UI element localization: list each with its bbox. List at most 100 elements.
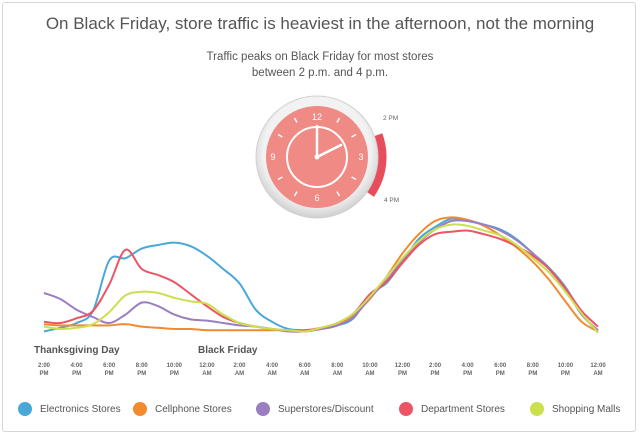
x-tick-label: 12:00 PM	[385, 362, 419, 378]
x-tick-meridiem: AM	[332, 371, 342, 377]
chart-subtitle: Traffic peaks on Black Friday for most s…	[170, 49, 470, 81]
legend-dot-cellphone	[133, 402, 147, 416]
x-tick-time: 10:00	[362, 363, 378, 369]
x-tick-time: 12:00	[394, 363, 411, 369]
legend-item-superstores: Superstores/Discount	[256, 402, 374, 416]
x-tick-meridiem: PM	[430, 371, 440, 377]
x-tick-label: 6:00 PM	[92, 362, 126, 378]
clock-tick	[293, 117, 298, 123]
x-tick-time: 2:00	[37, 363, 50, 369]
x-tick-time: 6:00	[103, 363, 116, 369]
clock-highlight-arc	[366, 133, 387, 197]
x-tick-label: 10:00 PM	[157, 362, 191, 378]
legend-item-cellphone: Cellphone Stores	[133, 402, 232, 416]
x-tick-time: 4:00	[461, 363, 474, 369]
x-tick-meridiem: PM	[104, 371, 114, 377]
clock-number-3: 3	[358, 152, 363, 162]
legend: Electronics Stores Cellphone Stores Supe…	[0, 402, 640, 422]
clock-label-end: 4 PM	[384, 197, 400, 204]
card-frame	[2, 2, 636, 432]
series-line-malls	[43, 223, 599, 334]
x-tick-time: 10:00	[557, 363, 574, 369]
x-tick-time: 6:00	[494, 363, 507, 369]
chart-title: On Black Friday, store traffic is heavie…	[45, 14, 595, 33]
legend-item-department: Department Stores	[399, 402, 505, 416]
x-tick-label: 4:00 AM	[255, 362, 289, 378]
clock-tick	[351, 133, 357, 138]
x-tick-time: 2:00	[429, 363, 442, 369]
clock-tick	[277, 176, 283, 181]
series-line-department	[43, 229, 599, 332]
x-tick-time: 8:00	[135, 363, 148, 369]
subtitle-line-1: Traffic peaks on Black Friday for most s…	[206, 51, 434, 63]
x-tick-time: 12:00	[590, 363, 606, 369]
x-tick-label: 4:00 PM	[451, 362, 485, 378]
x-tick-label: 10:00 AM	[353, 362, 387, 378]
legend-item-malls: Shopping Malls	[530, 402, 620, 416]
x-tick-label: 8:00 PM	[125, 362, 159, 378]
x-tick-label: 8:00 PM	[516, 362, 550, 378]
x-tick-time: 4:00	[266, 363, 279, 369]
x-tick-meridiem: PM	[528, 371, 538, 377]
legend-dot-superstores	[256, 402, 270, 416]
legend-dot-department	[399, 402, 413, 416]
clock-number-9: 9	[270, 152, 275, 162]
clock-number-12: 12	[312, 112, 322, 122]
x-tick-meridiem: AM	[300, 371, 310, 377]
x-tick-meridiem: AM	[234, 371, 245, 377]
legend-dot-malls	[530, 402, 544, 416]
x-tick-time: 8:00	[331, 363, 344, 369]
legend-label-department: Department Stores	[421, 403, 505, 415]
legend-item-electronics: Electronics Stores	[18, 402, 121, 416]
legend-label-malls: Shopping Malls	[552, 403, 621, 415]
x-tick-label: 4:00 PM	[60, 362, 94, 378]
x-tick-label: 2:00 PM	[418, 362, 452, 378]
x-tick-label: 8:00 AM	[320, 362, 354, 378]
x-tick-meridiem: PM	[397, 371, 407, 377]
x-tick-label: 2:00 AM	[223, 362, 257, 378]
legend-dot-electronics	[18, 402, 32, 416]
x-tick-label: 12:00 AM	[581, 362, 615, 378]
thanksgiving-day-label: Thanksgiving Day	[34, 345, 120, 356]
clock-tick	[293, 191, 298, 197]
x-tick-time: 6:00	[298, 363, 311, 369]
clock-tick	[277, 133, 283, 138]
series-line-superstores	[43, 219, 599, 333]
black-friday-label: Black Friday	[198, 345, 258, 356]
clock-ticks	[277, 117, 357, 197]
x-tick-meridiem: AM	[202, 371, 212, 377]
clock-tick	[336, 117, 341, 123]
x-tick-meridiem: PM	[72, 371, 82, 377]
legend-label-superstores: Superstores/Discount	[278, 403, 374, 415]
x-tick-meridiem: AM	[267, 371, 277, 377]
x-tick-meridiem: PM	[560, 371, 570, 377]
x-tick-time: 4:00	[70, 363, 83, 369]
clock-number-6: 6	[314, 193, 319, 203]
x-tick-meridiem: AM	[365, 371, 375, 377]
x-tick-time: 8:00	[526, 363, 539, 369]
legend-label-cellphone: Cellphone Stores	[155, 403, 232, 415]
x-tick-time: 12:00	[199, 363, 215, 369]
x-tick-meridiem: AM	[593, 371, 603, 377]
x-tick-label: 6:00 PM	[483, 362, 517, 378]
x-tick-meridiem: PM	[137, 371, 147, 377]
clock-tick	[351, 176, 357, 181]
series-line-electronics	[43, 217, 599, 334]
x-tick-time: 2:00	[233, 363, 246, 369]
x-tick-meridiem: PM	[39, 371, 49, 377]
x-tick-label: 10:00 PM	[548, 362, 582, 378]
x-tick-meridiem: PM	[169, 371, 179, 377]
x-tick-time: 10:00	[166, 363, 183, 369]
clock-label-start: 2 PM	[383, 115, 399, 122]
legend-label-electronics: Electronics Stores	[40, 403, 121, 415]
clock-center	[314, 154, 320, 160]
clock-hour-hand	[315, 143, 343, 159]
x-tick-label: 6:00 AM	[288, 362, 322, 378]
x-tick-meridiem: PM	[495, 371, 505, 377]
clock-tick	[336, 191, 341, 197]
x-tick-meridiem: PM	[463, 371, 473, 377]
subtitle-line-2: between 2 p.m. and 4 p.m.	[251, 67, 389, 79]
x-tick-label: 2:00 PM	[27, 362, 61, 378]
